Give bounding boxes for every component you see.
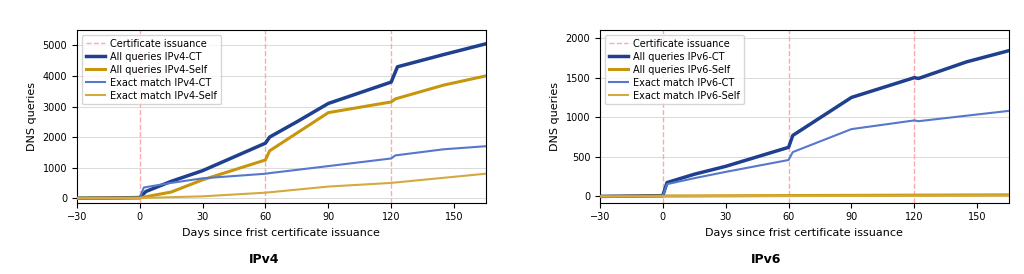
Text: IPv6: IPv6 xyxy=(751,253,781,266)
X-axis label: Days since frist certificate issuance: Days since frist certificate issuance xyxy=(706,228,903,238)
Legend: Certificate issuance, All queries IPv4-CT, All queries IPv4-Self, Exact match IP: Certificate issuance, All queries IPv4-C… xyxy=(82,35,220,104)
X-axis label: Days since frist certificate issuance: Days since frist certificate issuance xyxy=(182,228,380,238)
Legend: Certificate issuance, All queries IPv6-CT, All queries IPv6-Self, Exact match IP: Certificate issuance, All queries IPv6-C… xyxy=(605,35,743,104)
Y-axis label: DNS queries: DNS queries xyxy=(27,82,37,151)
Y-axis label: DNS queries: DNS queries xyxy=(550,82,560,151)
Text: IPv4: IPv4 xyxy=(249,253,280,266)
